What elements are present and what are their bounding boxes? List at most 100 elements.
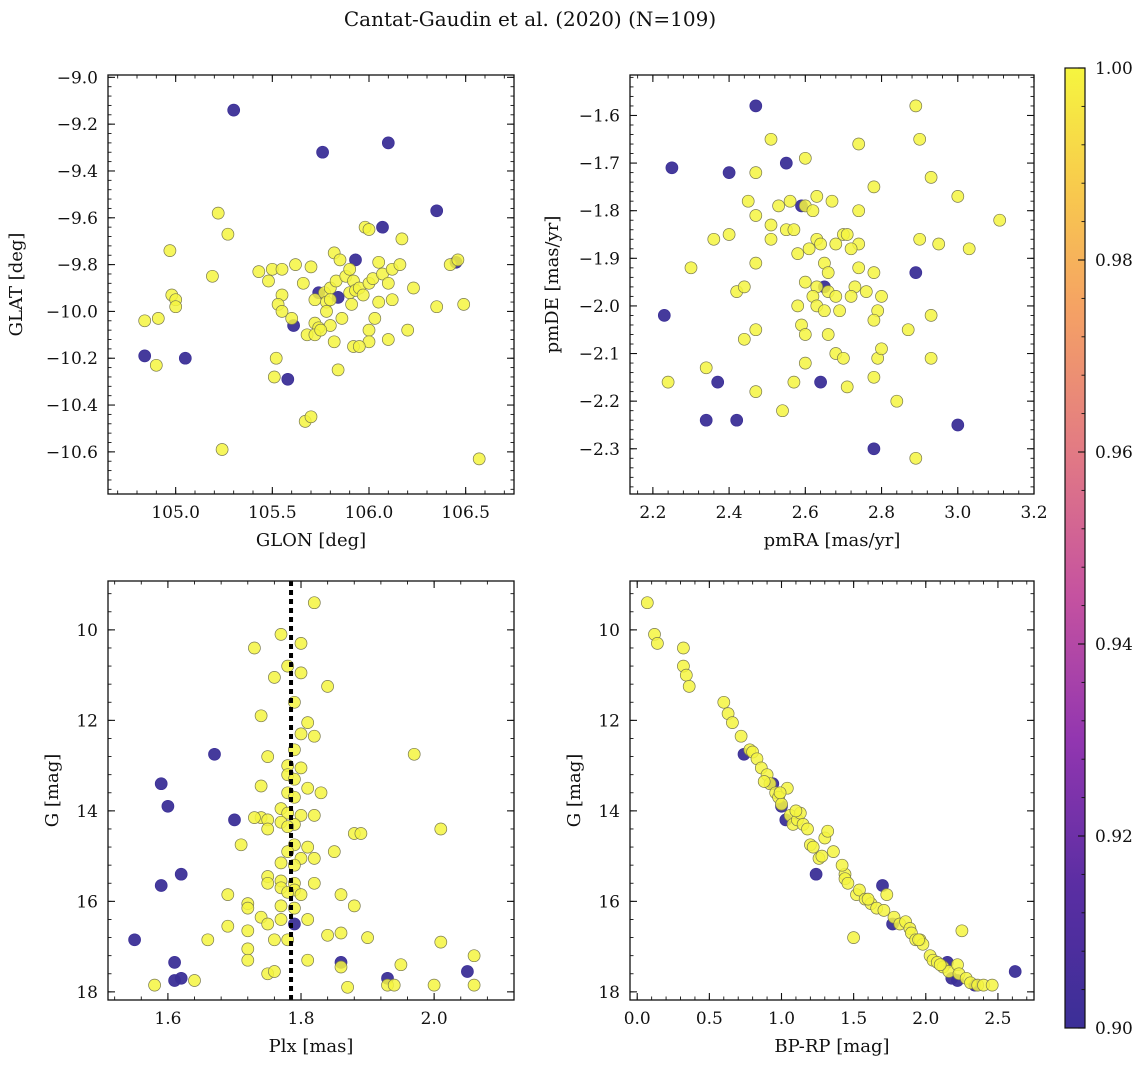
data-point (430, 204, 444, 218)
y-tick-label: −1.6 (579, 106, 620, 126)
y-tick-label: −2.1 (579, 345, 620, 365)
data-point (749, 256, 763, 270)
data-point (289, 258, 302, 271)
y-tick-label: 14 (76, 802, 98, 822)
data-point (304, 260, 318, 274)
data-point (149, 358, 163, 372)
x-tick-label: 0.5 (696, 1009, 723, 1029)
data-point (381, 136, 395, 150)
data-point (730, 413, 744, 427)
data-point (294, 888, 308, 901)
y-axis-label: GLAT [deg] (6, 233, 27, 337)
data-point (269, 351, 283, 365)
data-point (261, 822, 275, 836)
data-point (835, 858, 849, 872)
axes-frame (629, 74, 1035, 495)
data-point (661, 375, 675, 389)
data-point (356, 288, 370, 302)
data-point (815, 849, 829, 863)
data-point (314, 323, 328, 337)
data-point (829, 237, 843, 251)
data-point (840, 380, 854, 394)
data-point (228, 813, 241, 827)
data-point (814, 237, 827, 251)
data-point (867, 370, 881, 384)
data-point (707, 232, 721, 246)
data-point (169, 300, 183, 314)
colorbar-tick-label: 0.96 (1095, 443, 1133, 463)
data-point (321, 928, 334, 942)
data-point (867, 442, 881, 456)
data-point (749, 323, 763, 337)
data-point (802, 242, 816, 256)
panel-cmd: 0.0 0.5 1.0 1.5 2.0 2.5 10 12 14 16 18 BP-RP [mag] G… (564, 580, 1035, 1057)
data-point (307, 852, 321, 865)
data-point (962, 242, 976, 256)
data-point (267, 370, 281, 384)
data-point (274, 628, 288, 641)
data-point (699, 361, 713, 375)
data-point (248, 811, 261, 824)
data-point (385, 293, 399, 307)
data-point (252, 265, 266, 278)
x-tick-label: 0.0 (624, 1009, 651, 1029)
y-axis-label: pmDE [mas/yr] (542, 216, 563, 354)
data-point (331, 363, 345, 377)
data-point (206, 269, 219, 283)
y-tick-label: 12 (598, 711, 620, 731)
data-point (307, 596, 321, 610)
data-point (307, 809, 321, 822)
y-tick-label: 10 (598, 621, 620, 641)
y-tick-label: −9.4 (57, 162, 98, 182)
axes-frame (107, 74, 515, 495)
data-point (810, 190, 824, 203)
data-point (890, 394, 904, 408)
colorbar-tick-label: 0.98 (1095, 251, 1133, 271)
data-point (381, 276, 395, 290)
y-tick-label: 18 (76, 983, 98, 1003)
data-point (138, 314, 152, 328)
data-point (955, 924, 969, 938)
data-point (841, 876, 855, 890)
data-point (651, 637, 664, 650)
data-point (274, 899, 288, 913)
data-point (833, 304, 846, 318)
x-tick-label: 3.2 (1020, 503, 1047, 523)
x-axis-label: GLON [deg] (256, 530, 366, 551)
data-point (248, 641, 261, 655)
data-point (993, 213, 1007, 227)
data-point (877, 904, 891, 917)
data-point (821, 266, 835, 279)
data-point (327, 335, 341, 349)
y-tick-label: −10.0 (46, 302, 98, 322)
data-point (779, 156, 793, 170)
x-tick-label: 1.0 (768, 1009, 795, 1029)
data-point (806, 204, 820, 218)
data-point (394, 958, 408, 972)
data-point (163, 244, 177, 257)
x-tick-label: 2.2 (639, 503, 666, 523)
y-tick-label: 10 (76, 621, 98, 641)
data-point (161, 799, 175, 813)
data-point (665, 161, 679, 175)
data-point (722, 166, 736, 179)
data-point (296, 276, 310, 290)
data-point (294, 809, 308, 822)
x-tick-label: 106.5 (441, 503, 490, 523)
data-point (307, 729, 321, 743)
y-tick-label: −9.8 (57, 256, 98, 276)
data-point (320, 305, 333, 318)
data-point (821, 328, 835, 341)
x-tick-label: 106.0 (345, 503, 394, 523)
x-axis-label: BP-RP [mag] (774, 1036, 889, 1057)
colorbar-tick-label: 0.94 (1095, 635, 1133, 655)
data-point (234, 838, 248, 852)
data-point (467, 978, 481, 992)
data-point (154, 879, 168, 892)
colorbar-tick-label: 1.00 (1095, 59, 1133, 79)
data-point (909, 451, 923, 465)
data-point (932, 237, 946, 251)
y-tick-label: −9.0 (57, 68, 98, 88)
colorbar-tick-label: 0.90 (1095, 1019, 1133, 1039)
data-point (852, 204, 866, 218)
